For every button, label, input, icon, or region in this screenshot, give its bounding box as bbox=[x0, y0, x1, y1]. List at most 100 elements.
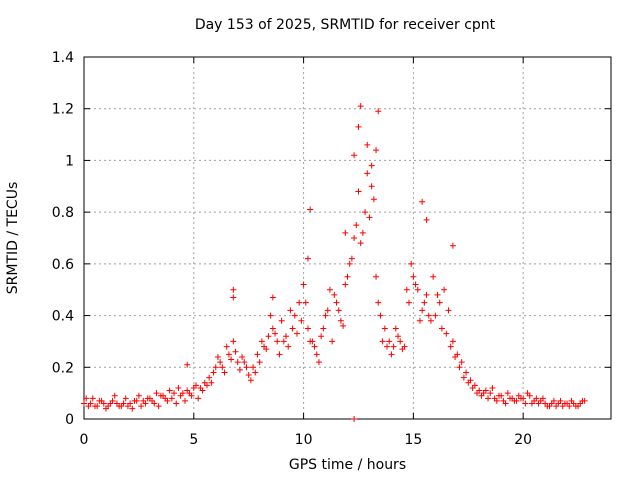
data-point bbox=[342, 229, 349, 236]
data-point bbox=[153, 390, 160, 397]
data-point bbox=[269, 325, 276, 332]
data-point bbox=[166, 387, 173, 394]
grid-lines bbox=[84, 57, 611, 419]
data-point bbox=[478, 392, 485, 399]
data-point bbox=[570, 400, 577, 407]
data-point bbox=[368, 183, 375, 190]
data-point bbox=[485, 395, 492, 402]
data-point bbox=[357, 240, 364, 247]
data-point bbox=[430, 273, 437, 280]
data-point bbox=[370, 196, 377, 203]
data-point bbox=[463, 369, 470, 376]
data-point bbox=[432, 312, 439, 319]
data-point bbox=[324, 307, 331, 314]
data-point bbox=[171, 390, 178, 397]
data-point bbox=[326, 286, 333, 293]
data-point bbox=[276, 351, 283, 358]
data-point bbox=[553, 403, 560, 410]
data-point bbox=[258, 338, 265, 345]
data-point bbox=[89, 395, 96, 402]
data-point bbox=[561, 400, 568, 407]
data-point bbox=[179, 390, 186, 397]
data-point bbox=[168, 395, 175, 402]
data-point bbox=[362, 209, 369, 216]
data-point bbox=[149, 397, 156, 404]
data-point bbox=[419, 198, 426, 205]
data-point bbox=[412, 281, 419, 288]
data-point bbox=[436, 299, 443, 306]
data-point bbox=[274, 338, 281, 345]
data-point bbox=[296, 299, 303, 306]
data-point bbox=[184, 387, 191, 394]
data-point bbox=[397, 338, 404, 345]
data-point bbox=[232, 348, 239, 355]
data-point bbox=[403, 286, 410, 293]
y-tick-label: 0.6 bbox=[52, 257, 74, 273]
data-point bbox=[219, 364, 226, 371]
x-tick-label: 10 bbox=[295, 432, 313, 448]
data-point bbox=[127, 400, 134, 407]
data-point bbox=[452, 353, 459, 360]
data-point bbox=[364, 141, 371, 148]
data-point bbox=[340, 322, 347, 329]
data-point bbox=[410, 273, 417, 280]
data-point bbox=[353, 222, 360, 229]
data-point bbox=[500, 397, 507, 404]
data-point bbox=[184, 361, 191, 368]
data-point bbox=[535, 400, 542, 407]
data-point bbox=[210, 369, 217, 376]
y-tick-label: 1 bbox=[65, 153, 74, 169]
data-point bbox=[548, 400, 555, 407]
chart-title: Day 153 of 2025, SRMTID for receiver cpn… bbox=[194, 17, 496, 33]
y-tick-label: 0 bbox=[65, 412, 74, 428]
x-axis-label: GPS time / hours bbox=[288, 457, 407, 473]
data-point bbox=[318, 333, 325, 340]
data-point bbox=[513, 397, 520, 404]
data-point bbox=[456, 364, 463, 371]
data-point bbox=[302, 299, 309, 306]
data-point bbox=[87, 400, 94, 407]
data-point bbox=[278, 317, 285, 324]
data-point bbox=[427, 317, 434, 324]
data-point bbox=[447, 343, 454, 350]
data-point bbox=[337, 317, 344, 324]
data-point bbox=[111, 392, 118, 399]
x-tick-label: 5 bbox=[189, 432, 198, 448]
data-point bbox=[225, 351, 232, 358]
data-point bbox=[425, 312, 432, 319]
data-point bbox=[469, 384, 476, 391]
data-point bbox=[522, 400, 529, 407]
data-point bbox=[304, 255, 311, 262]
data-point bbox=[557, 397, 564, 404]
data-point bbox=[474, 390, 481, 397]
data-point bbox=[368, 162, 375, 169]
data-point bbox=[304, 325, 311, 332]
data-point bbox=[267, 312, 274, 319]
data-point bbox=[105, 403, 112, 410]
y-tick-label: 1.2 bbox=[52, 102, 74, 118]
data-point bbox=[579, 397, 586, 404]
data-point bbox=[236, 366, 243, 373]
data-point bbox=[333, 299, 340, 306]
data-point bbox=[91, 403, 98, 410]
data-point bbox=[458, 359, 465, 366]
data-point bbox=[228, 356, 235, 363]
data-point bbox=[230, 286, 237, 293]
data-point bbox=[348, 255, 355, 262]
data-point bbox=[280, 338, 287, 345]
data-point bbox=[487, 390, 494, 397]
data-point bbox=[285, 343, 292, 350]
data-point bbox=[386, 338, 393, 345]
data-point bbox=[315, 359, 322, 366]
data-point bbox=[408, 260, 415, 267]
data-point bbox=[357, 103, 364, 110]
data-point bbox=[188, 392, 195, 399]
data-point bbox=[449, 242, 456, 249]
data-point bbox=[223, 343, 230, 350]
data-point bbox=[144, 395, 151, 402]
data-point bbox=[208, 379, 215, 386]
data-point bbox=[344, 273, 351, 280]
data-point bbox=[100, 400, 107, 407]
data-point bbox=[416, 317, 423, 324]
data-point bbox=[307, 206, 314, 213]
